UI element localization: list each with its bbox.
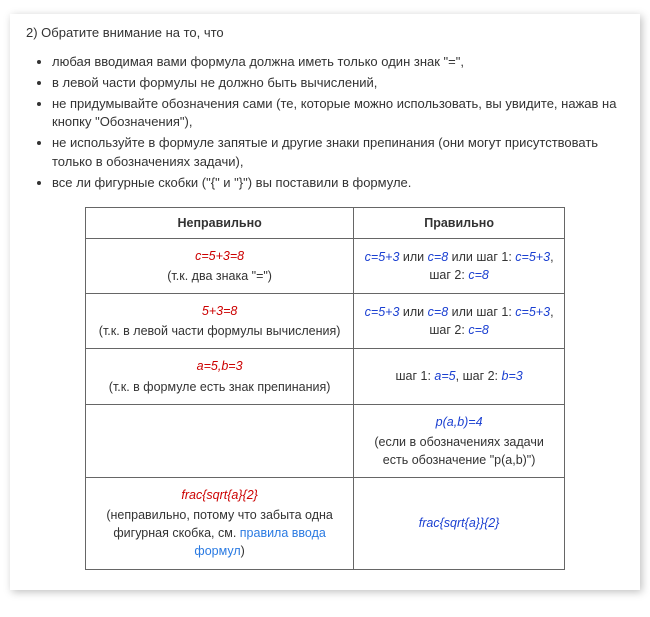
right-line: c=5+3 или c=8 или шаг 1: c=5+3, шаг 2: c… <box>362 303 556 339</box>
formula-ok: a=5 <box>434 369 455 383</box>
right-line: c=5+3 или c=8 или шаг 1: c=5+3, шаг 2: c… <box>362 248 556 284</box>
table-container: Неправильно Правильно c=5+3=8 (т.к. два з… <box>26 207 624 570</box>
formula-ok: b=3 <box>502 369 523 383</box>
examples-table: Неправильно Правильно c=5+3=8 (т.к. два з… <box>85 207 565 570</box>
cell-wrong: 5+3=8 (т.к. в левой части формулы вычисле… <box>86 294 354 349</box>
explain-text: (т.к. в левой части формулы вычисления) <box>94 322 345 340</box>
table-body: c=5+3=8 (т.к. два знака "=") c=5+3 или c=8… <box>86 238 565 569</box>
cell-wrong <box>86 404 354 477</box>
instructions-card: { "intro": "2) Обратите внимание на то, … <box>10 14 640 590</box>
list-item: в левой части формулы не должно быть выч… <box>52 74 624 93</box>
formula-ok: c=8 <box>428 305 449 319</box>
formula-wrong: 5+3=8 <box>202 304 237 318</box>
table-row: p(a,b)=4 (если в обозначениях задачи есть… <box>86 404 565 477</box>
list-item: не придумывайте обозначения сами (те, ко… <box>52 95 624 133</box>
explain-text: (т.к. в формуле есть знак препинания) <box>94 378 345 396</box>
table-row: c=5+3=8 (т.к. два знака "=") c=5+3 или c=8… <box>86 238 565 293</box>
right-line: p(a,b)=4 <box>362 413 556 431</box>
cell-wrong: c=5+3=8 (т.к. два знака "=") <box>86 238 354 293</box>
list-item: любая вводимая вами формула должна иметь… <box>52 53 624 72</box>
explain-text: (если в обозначениях задачи есть обознач… <box>362 433 556 469</box>
explain-text: (т.к. два знака "=") <box>94 267 345 285</box>
right-line: frac{sqrt{a}}{2} <box>362 514 556 532</box>
cell-right: p(a,b)=4 (если в обозначениях задачи есть… <box>354 404 565 477</box>
list-item: все ли фигурные скобки ("{" и "}") вы по… <box>52 174 624 193</box>
explain-text: (неправильно, потому что забыта одна фиг… <box>94 506 345 560</box>
cell-right: frac{sqrt{a}}{2} <box>354 478 565 570</box>
formula-ok: c=8 <box>468 268 489 282</box>
header-wrong: Неправильно <box>86 207 354 238</box>
intro-text: 2) Обратите внимание на то, что <box>26 24 624 43</box>
formula-wrong: c=5+3=8 <box>195 249 244 263</box>
table-header-row: Неправильно Правильно <box>86 207 565 238</box>
rules-link[interactable]: правила ввода формул <box>194 526 325 558</box>
cell-wrong: frac{sqrt{a}{2} (неправильно, потому что … <box>86 478 354 570</box>
list-item: не используйте в формуле запятые и други… <box>52 134 624 172</box>
formula-ok: c=5+3 <box>515 305 550 319</box>
cell-right: c=5+3 или c=8 или шаг 1: c=5+3, шаг 2: c… <box>354 294 565 349</box>
formula-ok: c=8 <box>468 323 489 337</box>
table-row: 5+3=8 (т.к. в левой части формулы вычисле… <box>86 294 565 349</box>
formula-wrong: a=5,b=3 <box>197 359 243 373</box>
formula-ok: p(a,b)=4 <box>436 415 483 429</box>
formula-ok: c=8 <box>428 250 449 264</box>
bullet-list: любая вводимая вами формула должна иметь… <box>26 53 624 193</box>
cell-right: c=5+3 или c=8 или шаг 1: c=5+3, шаг 2: c… <box>354 238 565 293</box>
table-row: frac{sqrt{a}{2} (неправильно, потому что … <box>86 478 565 570</box>
table-row: a=5,b=3 (т.к. в формуле есть знак препина… <box>86 349 565 404</box>
formula-ok: c=5+3 <box>365 250 400 264</box>
formula-ok: c=5+3 <box>515 250 550 264</box>
right-line: шаг 1: a=5, шаг 2: b=3 <box>362 367 556 385</box>
header-right: Правильно <box>354 207 565 238</box>
cell-right: шаг 1: a=5, шаг 2: b=3 <box>354 349 565 404</box>
formula-ok: c=5+3 <box>365 305 400 319</box>
formula-ok: frac{sqrt{a}}{2} <box>419 516 500 530</box>
cell-wrong: a=5,b=3 (т.к. в формуле есть знак препина… <box>86 349 354 404</box>
formula-wrong: frac{sqrt{a}{2} <box>181 488 257 502</box>
